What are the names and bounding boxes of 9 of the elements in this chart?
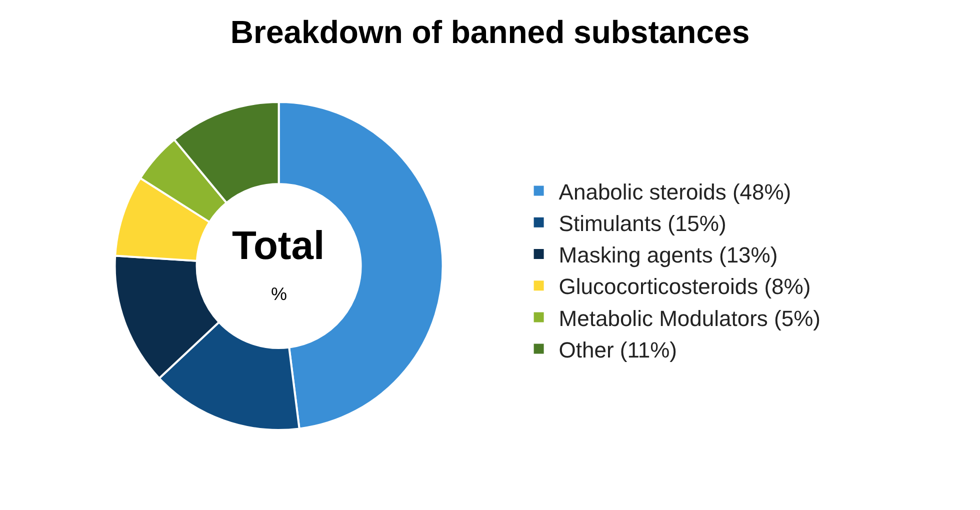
chart-title: Breakdown of banned substances: [230, 14, 750, 50]
text: Total: [232, 224, 325, 268]
text: %: [271, 284, 288, 304]
legend-label: Metabolic Modulators (5%): [558, 306, 820, 331]
legend-label: Stimulants (15%): [558, 210, 726, 236]
legend-label: Other (11%): [558, 337, 677, 362]
legend-label: Glucocorticosteroids (8%): [558, 274, 811, 300]
legend-label: Masking agents (13%): [558, 242, 778, 268]
legend-label: Anabolic steroids (48%): [558, 179, 792, 204]
